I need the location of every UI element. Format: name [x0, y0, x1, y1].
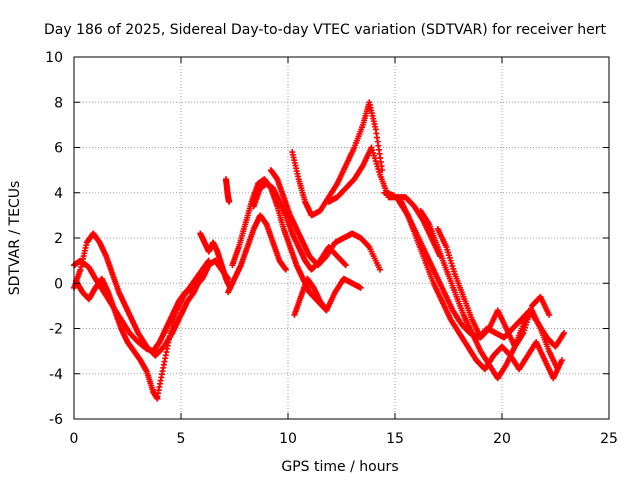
series-track-4	[154, 257, 212, 400]
y-tick-label: 10	[45, 50, 63, 66]
data-point	[357, 284, 364, 291]
y-tick-label: -2	[49, 322, 63, 338]
data-point	[377, 266, 384, 273]
data-point	[282, 266, 289, 273]
series-track-3	[73, 275, 161, 402]
series-track-7	[250, 180, 349, 273]
y-tick-label: 4	[54, 186, 63, 202]
data-point	[554, 366, 561, 373]
x-tick-label: 20	[493, 431, 511, 447]
x-tick-label: 25	[600, 431, 618, 447]
y-tick-label: 6	[54, 141, 63, 157]
x-tick-label: 10	[279, 431, 297, 447]
series-track-11	[291, 275, 364, 318]
series-track-8	[267, 167, 384, 273]
series-track-15	[434, 225, 553, 350]
axis-ticks: 0 5 10 15 20 25 -6 -4 -2 0 2 4 6 8 10	[45, 50, 618, 447]
data-point	[561, 330, 568, 337]
y-tick-label: -4	[49, 367, 63, 383]
x-tick-label: 0	[70, 431, 79, 447]
data-point	[227, 284, 234, 291]
x-tick-label: 5	[177, 431, 186, 447]
data-point	[205, 257, 212, 264]
x-tick-label: 15	[386, 431, 404, 447]
data-point	[342, 262, 349, 269]
series-track-9	[289, 99, 386, 219]
data-point	[546, 311, 553, 318]
y-tick-label: -6	[49, 412, 63, 428]
y-tick-label: 2	[54, 231, 63, 247]
data-point	[341, 261, 348, 268]
series-track-17	[222, 176, 233, 205]
x-axis-label: GPS time / hours	[281, 459, 398, 475]
y-tick-label: 8	[54, 95, 63, 111]
data-point	[365, 243, 372, 250]
series-track-16	[197, 230, 234, 291]
y-axis-label: SDTVAR / TECUs	[7, 181, 23, 296]
y-tick-label: 0	[54, 276, 63, 292]
data-point	[226, 198, 233, 205]
series-track-13	[396, 198, 565, 382]
data-point	[558, 357, 565, 364]
chart-title: Day 186 of 2025, Sidereal Day-to-day VTE…	[44, 22, 606, 38]
data-points	[71, 99, 568, 402]
